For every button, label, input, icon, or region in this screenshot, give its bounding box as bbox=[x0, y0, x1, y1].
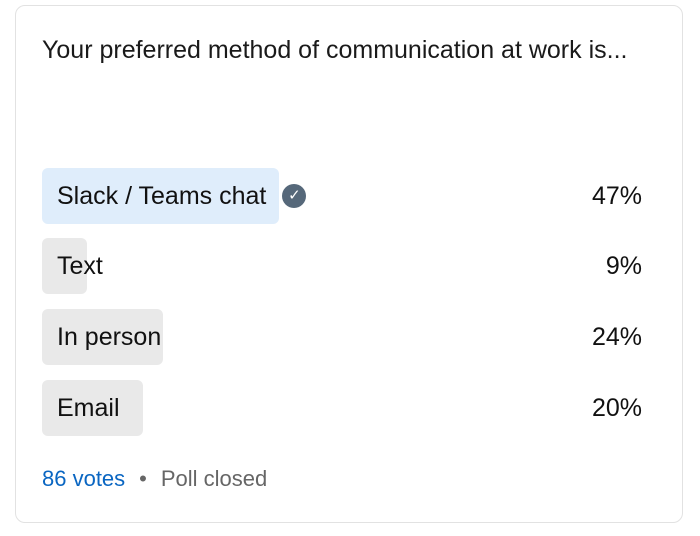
option-percent: 9% bbox=[605, 252, 642, 280]
option-label: Email bbox=[57, 394, 120, 422]
option-percent: 20% bbox=[591, 394, 642, 422]
option-percent: 47% bbox=[591, 182, 642, 210]
result-bar bbox=[42, 168, 280, 224]
poll-footer: 86 votes • Poll closed bbox=[42, 466, 267, 492]
option-label: Slack / Teams chat bbox=[57, 182, 267, 210]
poll-option: Text 9% bbox=[42, 238, 642, 294]
option-percent: 24% bbox=[591, 323, 642, 351]
votes-link[interactable]: 86 votes bbox=[42, 466, 126, 491]
result-bar bbox=[42, 309, 164, 365]
option-label: Text bbox=[57, 252, 103, 280]
separator: • bbox=[139, 466, 147, 491]
checkmark-icon: ✓ bbox=[282, 184, 307, 208]
poll-card bbox=[15, 5, 683, 523]
result-bar bbox=[42, 238, 88, 294]
poll-status: Poll closed bbox=[160, 466, 268, 491]
poll-option: Email 20% bbox=[42, 380, 642, 436]
poll-question: Your preferred method of communication a… bbox=[42, 36, 628, 64]
poll-option: Slack / Teams chat ✓ 47% bbox=[42, 168, 642, 224]
result-bar bbox=[42, 380, 143, 436]
poll-option: In person 24% bbox=[42, 309, 642, 365]
option-label: In person bbox=[57, 323, 162, 351]
